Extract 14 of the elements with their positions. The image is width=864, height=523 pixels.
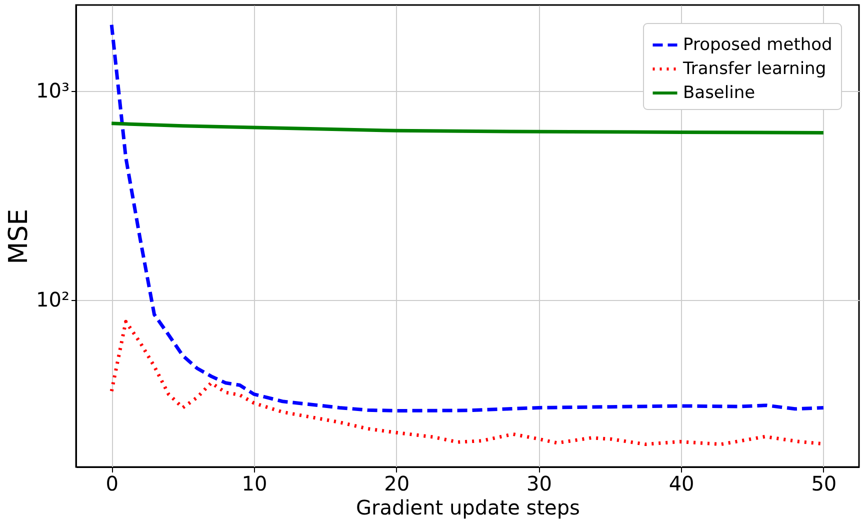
legend-label: Proposed method xyxy=(683,35,832,55)
legend-label: Transfer learning xyxy=(682,59,826,79)
y-tick-label: 10² xyxy=(36,287,70,312)
y-tick-label: 10³ xyxy=(36,78,70,103)
x-axis-title: Gradient update steps xyxy=(356,496,580,520)
x-tick-label: 30 xyxy=(526,472,552,496)
legend-label: Baseline xyxy=(683,83,756,103)
y-axis-title: MSE xyxy=(4,208,34,264)
x-tick-label: 40 xyxy=(668,472,694,496)
x-tick-label: 20 xyxy=(384,472,410,496)
x-tick-label: 50 xyxy=(811,472,837,496)
line-series xyxy=(110,122,826,135)
x-tick-label: 10 xyxy=(242,472,268,496)
x-tick-label: 0 xyxy=(106,472,118,496)
